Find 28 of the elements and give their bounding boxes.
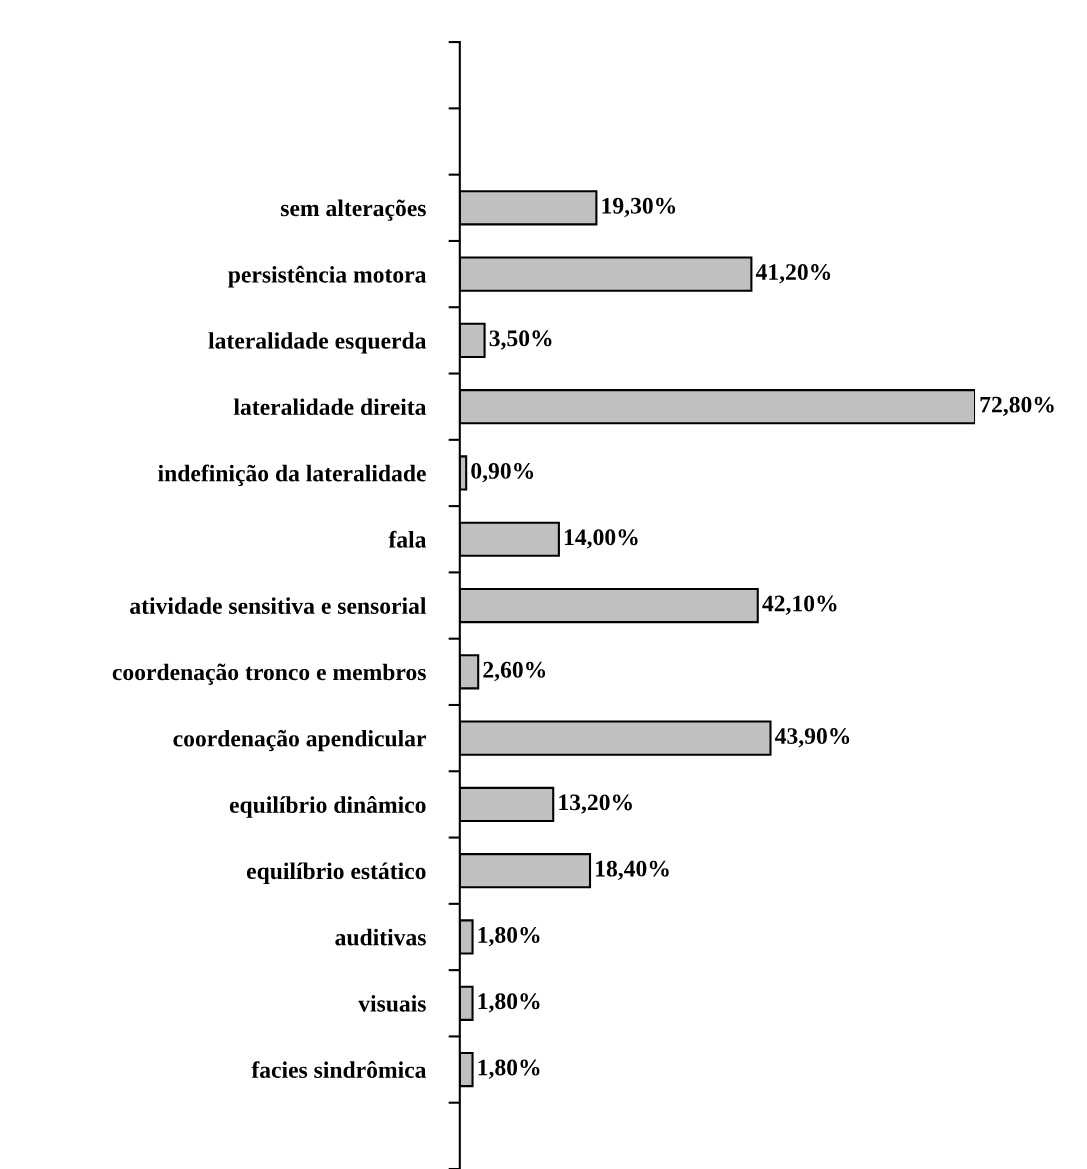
data-label: 43,90% [774,728,850,748]
y-tick-label: auditivas [335,928,426,946]
y-tick-label: facies sindrômica [251,1061,427,1078]
y-tick-label: equilíbrio dinâmico [229,796,426,818]
y-tick-label: lateralidade direita [233,398,427,416]
y-tick-label: atividade sensitiva e sensorial [130,597,427,614]
y-tick-label: coordenação tronco e membros [112,663,426,685]
data-label: 19,30% [602,197,676,218]
data-label: 1,80% [478,1059,540,1079]
y-tick-label: persistência motora [228,265,427,288]
y-tick-label: indefinição da lateralidade [158,464,426,487]
y-tick-label: fala [388,530,427,548]
y-tick-label: coordenação apendicular [173,729,426,752]
data-label: 14,00% [564,529,638,549]
y-tick-label: equilíbrio estático [246,862,426,884]
y-tick-label: sem alterações [280,199,426,221]
data-label: 41,20% [755,264,831,284]
data-label: 13,20% [559,794,632,814]
data-label: 3,50% [489,330,552,350]
data-label: 0,90% [471,462,534,483]
data-label: 18,40% [596,860,669,881]
data-label: 72,80% [980,396,1054,417]
data-label: 42,10% [762,595,837,615]
data-label: 1,80% [478,993,540,1013]
y-tick-label: visuais [358,995,426,1012]
data-label: 1,80% [478,926,540,947]
data-label: 2,60% [483,661,546,682]
y-tick-label: lateralidade esquerda [208,332,427,354]
